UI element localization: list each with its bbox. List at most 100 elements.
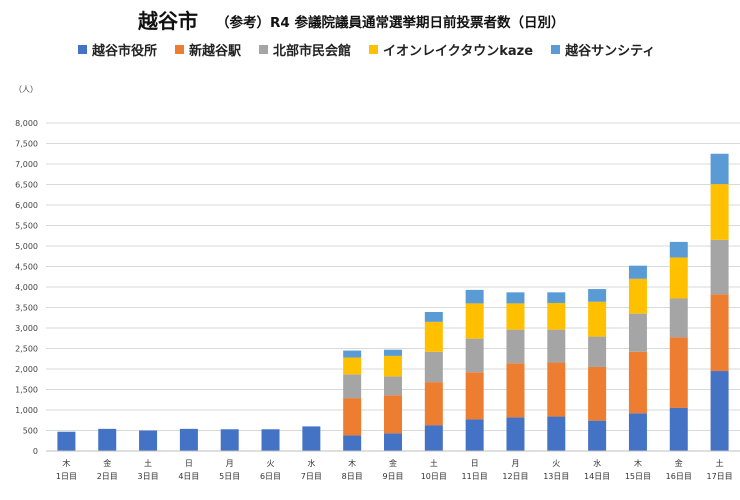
x-tick-day: 15日目 — [625, 472, 651, 481]
x-tick-weekday: 火 — [267, 459, 275, 468]
bar-segment — [506, 329, 525, 364]
bar-segment — [628, 413, 647, 451]
bar-segment — [98, 428, 117, 451]
bar-stack — [220, 429, 239, 451]
bar-segment — [628, 351, 647, 414]
y-tick-label: 5,000 — [15, 242, 38, 251]
bar-segment — [628, 313, 647, 352]
x-tick-weekday: 火 — [552, 459, 560, 468]
y-tick-label: 2,500 — [15, 345, 38, 354]
bar-segment — [465, 372, 484, 420]
legend-label: イオンレイクタウンkaze — [383, 44, 534, 59]
x-tick-day: 2日目 — [97, 472, 118, 481]
x-axis-ticks: 木 1日目 金 2日目 土 3日目 日 4日目 月 5日目 火 6日目 水 7日目 木 8日目 金 9日目 土 10日… — [56, 458, 733, 481]
bar-segment — [384, 349, 402, 356]
bar-segment — [465, 289, 484, 304]
x-tick-weekday: 土 — [144, 458, 152, 468]
x-tick-weekday: 水 — [307, 458, 315, 468]
bar-stack — [302, 426, 321, 451]
y-tick-label: 1,000 — [15, 406, 38, 415]
bar-segment — [669, 298, 688, 338]
bar-segment — [424, 425, 443, 451]
bar-segment — [669, 257, 688, 299]
x-tick-day: 8日目 — [342, 472, 363, 481]
bar-segment — [343, 398, 362, 436]
y-tick-label: 3,500 — [15, 304, 38, 313]
y-axis-ticks: 0 500 1,000 1,500 2,000 2,500 3,000 3,500 4,000 4… — [15, 119, 38, 456]
bar-segment — [669, 241, 688, 258]
x-tick-weekday: 金 — [103, 458, 111, 468]
bar-segment — [384, 355, 402, 377]
legend-swatch — [175, 45, 185, 54]
x-tick-weekday: 金 — [675, 458, 683, 468]
x-tick-weekday: 木 — [634, 458, 642, 468]
bar-segment — [424, 312, 443, 322]
x-tick-weekday: 月 — [226, 459, 234, 468]
y-tick-label: 3,000 — [15, 324, 38, 333]
bar-segment — [343, 350, 362, 358]
bar-segment — [139, 430, 158, 451]
y-tick-label: 7,500 — [15, 140, 38, 149]
x-tick-day: 3日目 — [138, 472, 159, 481]
bar-segment — [384, 395, 402, 434]
bar-segment — [710, 371, 729, 451]
bar-segment — [588, 289, 607, 302]
bar-stacks — [57, 153, 729, 451]
legend-swatch — [78, 45, 87, 54]
bar-segment — [302, 426, 321, 451]
bar-stack — [669, 241, 688, 451]
x-tick-day: 11日目 — [462, 472, 488, 481]
x-tick-weekday: 日 — [185, 459, 193, 468]
y-tick-label: 8,000 — [15, 119, 38, 128]
bar-stack — [343, 350, 362, 451]
bar-segment — [261, 429, 280, 451]
bar-stack — [465, 289, 484, 451]
legend-item: 越谷市役所 — [78, 40, 157, 59]
x-tick-weekday: 月 — [511, 459, 519, 468]
bar-segment — [179, 428, 198, 451]
bar-stack — [57, 431, 76, 451]
bar-segment — [710, 153, 729, 185]
bar-segment — [506, 292, 525, 304]
legend-item: 北部市民会館 — [259, 40, 351, 59]
bar-stack — [710, 153, 729, 451]
legend-swatch — [369, 45, 379, 54]
gridlines — [46, 122, 740, 431]
x-tick-day: 7日目 — [301, 472, 322, 481]
bar-segment — [220, 429, 239, 451]
y-tick-label: 5,500 — [15, 222, 38, 231]
bar-segment — [710, 239, 729, 295]
y-tick-label: 500 — [23, 427, 38, 436]
x-tick-day: 13日目 — [543, 472, 569, 481]
legend-label: 越谷市役所 — [92, 44, 158, 59]
bar-segment — [710, 184, 729, 240]
bar-stack — [98, 428, 117, 451]
x-tick-day: 9日目 — [382, 472, 403, 481]
bar-segment — [588, 301, 607, 337]
bar-segment — [588, 420, 607, 451]
bar-segment — [424, 351, 443, 383]
bar-segment — [669, 407, 688, 451]
x-tick-day: 6日目 — [260, 472, 281, 481]
legend-item: 越谷サンシティ — [551, 40, 655, 59]
legend-item: 新越谷駅 — [175, 40, 241, 59]
bar-stack — [547, 292, 566, 451]
x-tick-day: 14日目 — [584, 472, 610, 481]
y-tick-label: 6,000 — [15, 201, 38, 210]
x-tick-day: 17日目 — [706, 472, 732, 481]
x-tick-weekday: 土 — [430, 458, 438, 468]
bar-segment — [547, 329, 566, 363]
x-tick-weekday: 土 — [716, 458, 724, 468]
bar-stack — [628, 265, 647, 451]
bar-segment — [628, 265, 647, 279]
x-tick-day: 4日目 — [178, 472, 199, 481]
legend-item: イオンレイクタウンkaze — [369, 40, 533, 59]
y-axis-label: （人） — [14, 85, 38, 94]
x-tick-day: 10日目 — [421, 472, 447, 481]
x-tick-day: 1日目 — [56, 472, 77, 481]
bar-segment — [588, 336, 607, 367]
bar-segment — [628, 278, 647, 314]
bar-segment — [547, 302, 566, 330]
legend-label: 新越谷駅 — [189, 44, 242, 59]
chart-title: 越谷市 — [137, 9, 198, 33]
